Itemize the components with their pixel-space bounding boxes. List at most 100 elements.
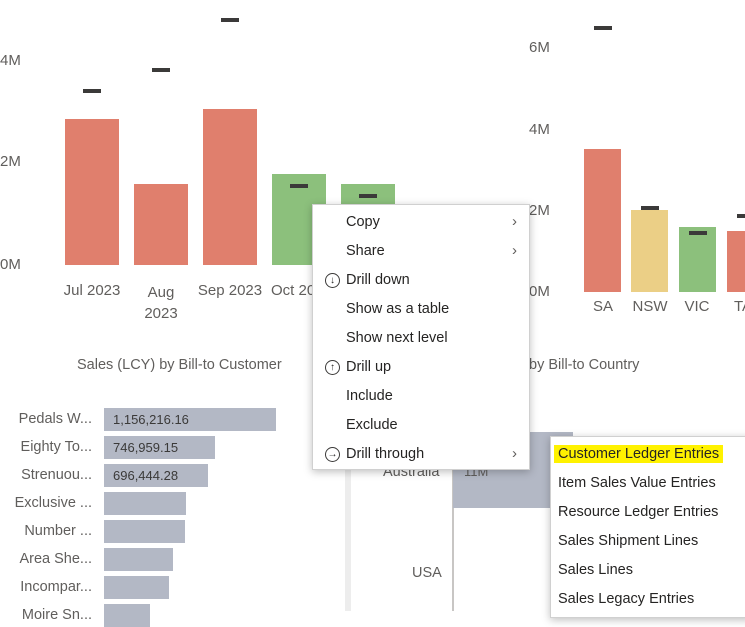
customer-label-0: Pedals W...	[18, 411, 92, 427]
y-tick-2m: 2M	[0, 153, 21, 170]
submenu-item-label: Sales Legacy Entries	[558, 591, 695, 607]
chevron-right-icon: ›	[512, 213, 517, 230]
region-bar-1[interactable]	[631, 210, 668, 292]
customer-bar-6[interactable]	[104, 576, 169, 599]
bar-1[interactable]	[134, 184, 188, 265]
panel-divider	[345, 340, 351, 611]
customer-chart-title: Sales (LCY) by Bill-to Customer	[77, 357, 282, 373]
submenu-item-label: Resource Ledger Entries	[558, 504, 719, 520]
y-tick-0m: 0M	[0, 256, 21, 273]
y-tick-4m: 4M	[529, 121, 550, 138]
menu-item-label: Show as a table	[346, 301, 450, 317]
target-marker-2	[221, 18, 239, 23]
customer-label-5: Area She...	[19, 551, 92, 567]
target-marker-4	[359, 194, 377, 199]
country-chart-title: by Bill-to Country	[529, 357, 640, 373]
region-target-2	[689, 230, 707, 235]
menu-item-share[interactable]: Share ›	[313, 237, 529, 266]
region-bar-2[interactable]	[679, 226, 716, 292]
sales-by-region-chart: 6M 4M 2M 0M SA NSW VIC TA	[520, 0, 745, 330]
x-label-nsw: NSW	[632, 298, 668, 315]
submenu-item-0[interactable]: Customer Ledger Entries	[551, 440, 745, 469]
x-label-sep: Sep 2023	[195, 282, 265, 299]
region-bar-0[interactable]	[584, 149, 621, 292]
customer-value-0: 1,156,216.16	[113, 412, 189, 427]
x-label-jul-text: Jul 2023	[63, 282, 121, 299]
region-target-3	[737, 214, 745, 219]
target-marker-3	[290, 184, 308, 189]
x-label-oct: Oct 20	[264, 282, 331, 299]
customer-bar-3[interactable]	[104, 492, 186, 515]
customer-bar-0[interactable]: 1,156,216.16	[104, 408, 276, 431]
customer-bar-2[interactable]: 696,444.28	[104, 464, 208, 487]
menu-item-drill-through[interactable]: → Drill through ›	[313, 440, 529, 469]
bar-2[interactable]	[203, 108, 257, 265]
customer-label-1: Eighty To...	[20, 439, 92, 455]
menu-item-exclude[interactable]: Exclude	[313, 411, 529, 440]
customer-value-1: 746,959.15	[113, 440, 179, 455]
context-menu: Copy › Share › ↓ Drill down Show as a table Sho…	[312, 204, 530, 470]
menu-item-drill-down[interactable]: ↓ Drill down	[313, 266, 529, 295]
x-label-sa: SA	[592, 298, 613, 315]
menu-item-label: Drill through	[346, 446, 425, 462]
submenu-item-label: Customer Ledger Entries	[554, 445, 724, 463]
sales-by-month-chart: 4M 2M 0M Jul 2023 Aug 2023 Sep 2023 Oct …	[0, 0, 395, 330]
menu-item-label: Drill up	[346, 359, 392, 375]
x-label-oct-text: Oct 20	[271, 282, 316, 299]
drill-up-icon: ↑	[325, 360, 340, 375]
menu-item-show-next-level[interactable]: Show next level	[313, 324, 529, 353]
x-label-aug-line1: Aug	[147, 284, 175, 301]
country-axis-line	[452, 445, 454, 611]
menu-item-show-as-a-table[interactable]: Show as a table	[313, 295, 529, 324]
customer-bar-5[interactable]	[104, 548, 173, 571]
x-label-vic: VIC	[684, 298, 710, 315]
chevron-right-icon: ›	[512, 445, 517, 462]
submenu-item-label: Sales Lines	[558, 562, 633, 578]
y-tick-6m: 6M	[529, 39, 550, 56]
y-tick-0m: 0M	[529, 283, 550, 300]
customer-bar-4[interactable]	[104, 520, 185, 543]
menu-item-drill-up[interactable]: ↑ Drill up	[313, 353, 529, 382]
country-row-usa: USA	[412, 565, 442, 581]
menu-item-label: Drill down	[346, 272, 410, 288]
submenu-item-1[interactable]: Item Sales Value Entries	[551, 469, 745, 498]
submenu-item-3[interactable]: Sales Shipment Lines	[551, 527, 745, 556]
drill-through-icon: →	[325, 447, 340, 462]
customer-label-6: Incompar...	[20, 579, 92, 595]
customer-label-4: Number ...	[24, 523, 92, 539]
menu-item-label: Share	[346, 243, 385, 259]
drill-down-icon: ↓	[325, 273, 340, 288]
customer-label-3: Exclusive ...	[14, 495, 92, 511]
x-label-jul: Jul 2023	[57, 282, 127, 299]
bar-0[interactable]	[65, 118, 119, 265]
x-label-aug-line2: 2023	[144, 305, 178, 322]
target-marker-0	[83, 88, 101, 93]
submenu-item-label: Item Sales Value Entries	[558, 475, 716, 491]
submenu-item-label: Sales Shipment Lines	[558, 533, 699, 549]
submenu-item-4[interactable]: Sales Lines	[551, 556, 745, 585]
menu-item-label: Exclude	[346, 417, 398, 433]
customer-value-2: 696,444.28	[113, 468, 179, 483]
chevron-right-icon: ›	[512, 242, 517, 259]
x-label-ta: TA	[734, 298, 745, 315]
drill-through-submenu: Customer Ledger Entries Item Sales Value …	[550, 436, 745, 618]
customer-label-7: Moire Sn...	[21, 607, 92, 623]
y-tick-4m: 4M	[0, 52, 21, 69]
x-label-sep-text: Sep 2023	[197, 282, 263, 299]
customer-label-2: Strenuou...	[21, 467, 92, 483]
region-target-1	[641, 206, 659, 211]
region-bar-3[interactable]	[727, 230, 745, 292]
menu-item-copy[interactable]: Copy ›	[313, 208, 529, 237]
target-marker-1	[152, 68, 170, 73]
menu-item-label: Copy	[346, 214, 380, 230]
customer-bar-7[interactable]	[104, 604, 150, 627]
menu-item-label: Include	[346, 388, 393, 404]
y-tick-2m: 2M	[529, 202, 550, 219]
submenu-item-5[interactable]: Sales Legacy Entries	[551, 585, 745, 614]
region-target-0	[594, 26, 612, 31]
customer-bar-1[interactable]: 746,959.15	[104, 436, 215, 459]
x-label-aug: Aug 2023	[126, 282, 196, 324]
menu-item-label: Show next level	[346, 330, 448, 346]
submenu-item-2[interactable]: Resource Ledger Entries	[551, 498, 745, 527]
menu-item-include[interactable]: Include	[313, 382, 529, 411]
